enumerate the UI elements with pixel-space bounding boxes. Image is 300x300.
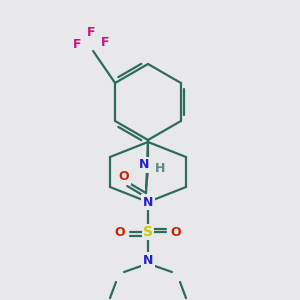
- Text: N: N: [143, 196, 153, 208]
- Text: F: F: [73, 38, 81, 50]
- Text: N: N: [139, 158, 149, 172]
- Text: O: O: [171, 226, 181, 238]
- Text: S: S: [143, 225, 153, 239]
- Text: N: N: [143, 254, 153, 266]
- Text: O: O: [119, 170, 129, 184]
- Text: F: F: [101, 37, 109, 50]
- Text: F: F: [87, 26, 95, 40]
- Text: H: H: [155, 161, 165, 175]
- Text: O: O: [115, 226, 125, 238]
